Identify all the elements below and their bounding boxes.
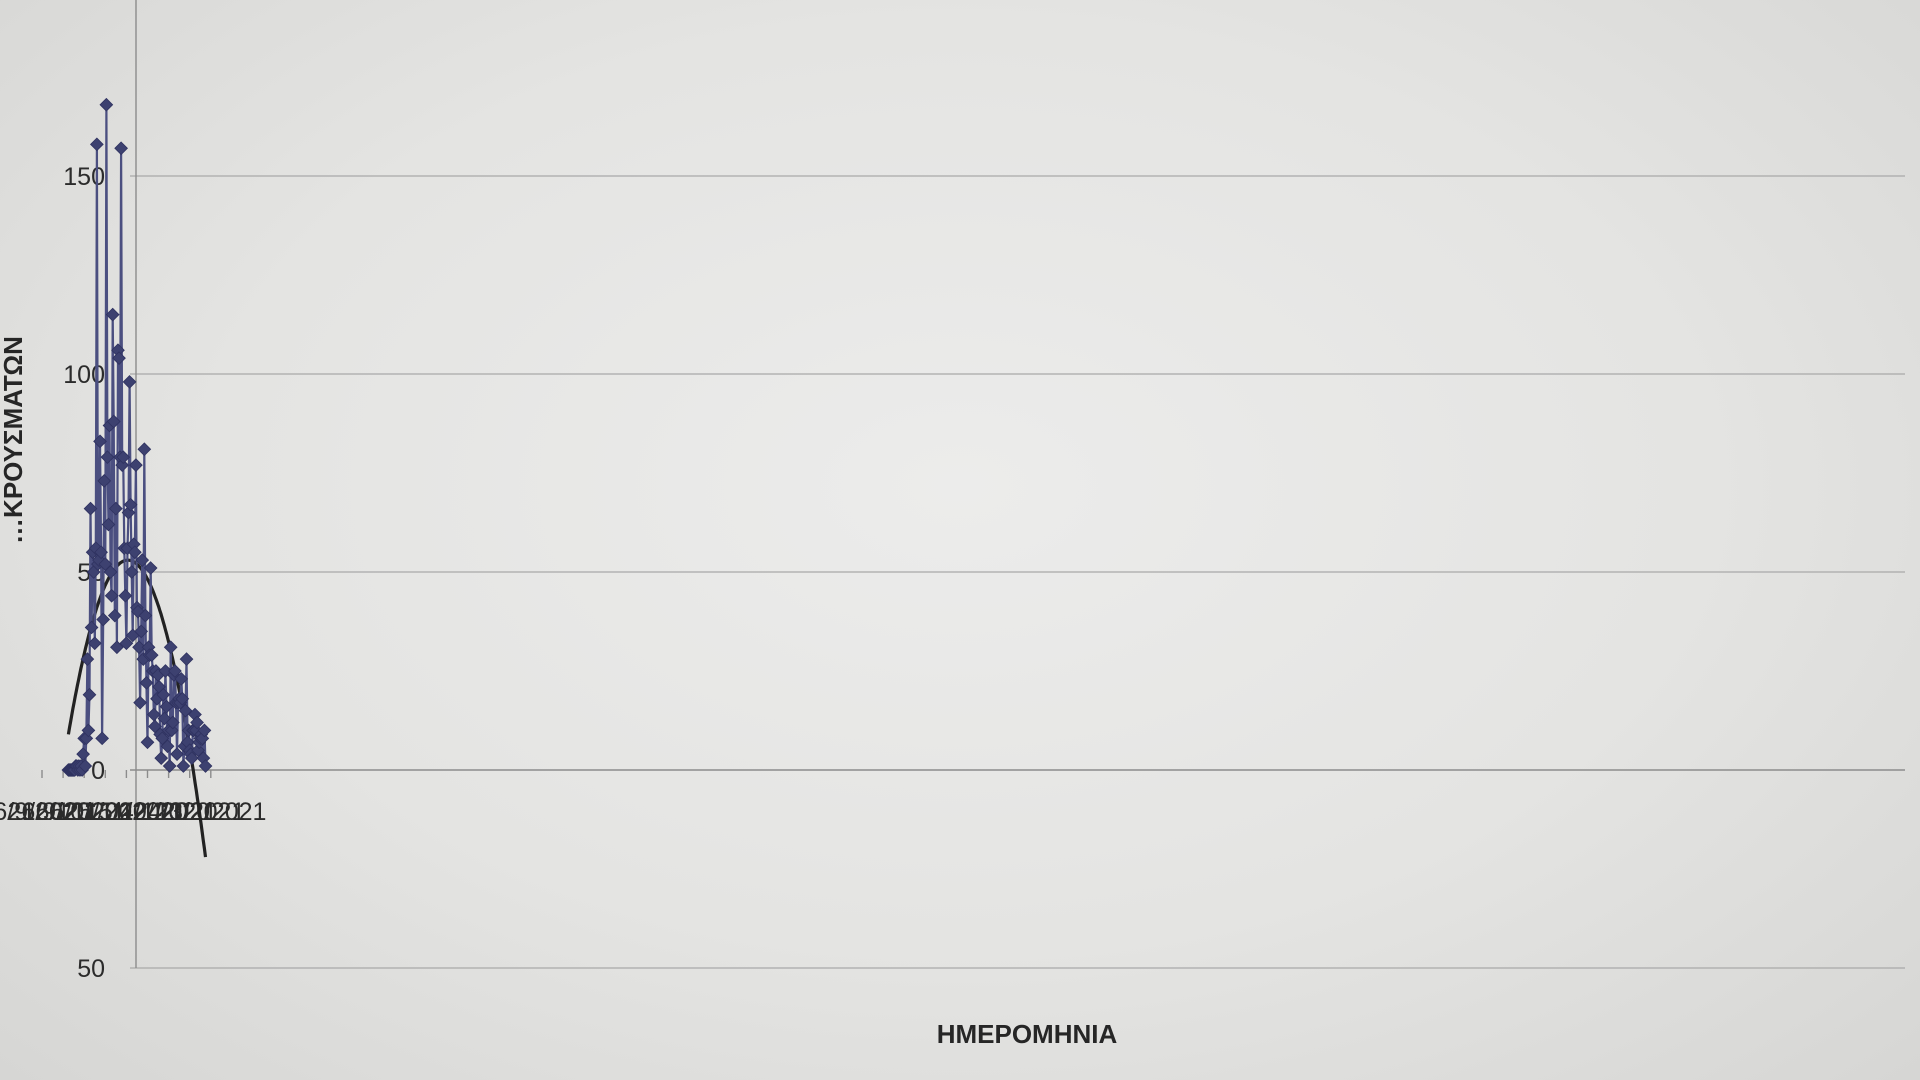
data-point [114, 141, 128, 156]
data-point [158, 664, 173, 678]
data-point [95, 731, 110, 746]
data-point [124, 565, 139, 579]
data-point [159, 699, 174, 714]
data-point [119, 636, 134, 651]
data-point [143, 561, 158, 575]
data-point [156, 687, 171, 702]
data-point [168, 664, 182, 678]
data-point [92, 553, 106, 567]
data-point [129, 458, 143, 472]
data-point [112, 351, 126, 366]
x-tick-label: 13/2/2021 [155, 798, 266, 826]
y-tick-label: 50 [77, 955, 105, 983]
data-point [104, 588, 119, 603]
data-point [80, 652, 95, 666]
data-point [174, 672, 189, 686]
data-point [105, 307, 120, 322]
data-point [122, 375, 137, 389]
data-point [84, 620, 99, 635]
x-tick-label: 26/9/2020 [7, 798, 118, 826]
series-markers [61, 97, 213, 777]
gridlines [130, 175, 1905, 969]
data-point [93, 434, 107, 449]
data-point [96, 612, 111, 627]
data-point [108, 501, 123, 516]
x-tick-label: 5/11/2020 [51, 798, 160, 826]
y-tick-label: 0 [91, 757, 105, 785]
data-point [100, 450, 115, 465]
data-point [99, 97, 114, 112]
data-point [83, 501, 98, 516]
data-point [144, 648, 159, 663]
x-tick-label: 24/1/2021 [134, 798, 245, 826]
data-point [98, 557, 113, 571]
data-point [170, 747, 184, 762]
data-point [162, 759, 177, 773]
data-point [116, 450, 131, 465]
data-point [165, 715, 180, 730]
data-point [106, 414, 121, 429]
x-tick-label: 15/12/2020 [85, 798, 210, 826]
data-point [179, 652, 194, 666]
data-point [123, 497, 138, 512]
y-tick-label: 150 [63, 163, 105, 191]
data-point [178, 703, 193, 718]
series-line [68, 103, 207, 772]
data-point [78, 759, 93, 773]
x-tick-labels: 6/9/202026/9/202016/10/20205/11/202025/1… [0, 770, 266, 826]
x-axis-title: ΗΜΕΡΟΜΗΝΙΑ [937, 1019, 1118, 1049]
data-point [198, 759, 213, 773]
data-point [101, 517, 116, 532]
data-point [139, 676, 154, 690]
data-point [184, 751, 199, 765]
data-point [107, 608, 122, 623]
data-point [137, 442, 152, 457]
data-point [138, 608, 153, 623]
data-point [154, 751, 169, 765]
data-point [176, 759, 191, 773]
data-point [132, 640, 146, 655]
data-point [163, 640, 178, 655]
data-point [197, 723, 212, 738]
x-tick-label: 25/11/2020 [65, 798, 188, 826]
data-point [76, 747, 91, 762]
data-point [89, 137, 104, 152]
x-tick-label: 6/9/2020 [0, 798, 91, 826]
y-axis-title: …ΚΡΟΥΣΜΑΤΩΝ [0, 336, 28, 544]
data-point [133, 695, 147, 710]
data-point [175, 691, 190, 706]
data-point [88, 541, 103, 556]
data-point [140, 735, 155, 750]
data-point [94, 545, 108, 560]
data-point [155, 731, 170, 746]
data-point [97, 474, 112, 488]
data-point [110, 640, 124, 655]
data-point [103, 565, 118, 579]
data-point [81, 723, 96, 738]
data-point [134, 624, 149, 639]
data-point [148, 719, 162, 734]
data-point [164, 723, 179, 738]
data-point [82, 687, 97, 702]
axes [130, 0, 1905, 968]
data-point [160, 739, 175, 754]
data-point [87, 636, 102, 651]
data-point [127, 545, 142, 560]
data-point [135, 553, 150, 567]
data-point [190, 715, 204, 730]
y-tick-label: 100 [63, 361, 105, 389]
x-tick-label: 16/10/2020 [22, 798, 147, 826]
data-point [118, 588, 133, 603]
